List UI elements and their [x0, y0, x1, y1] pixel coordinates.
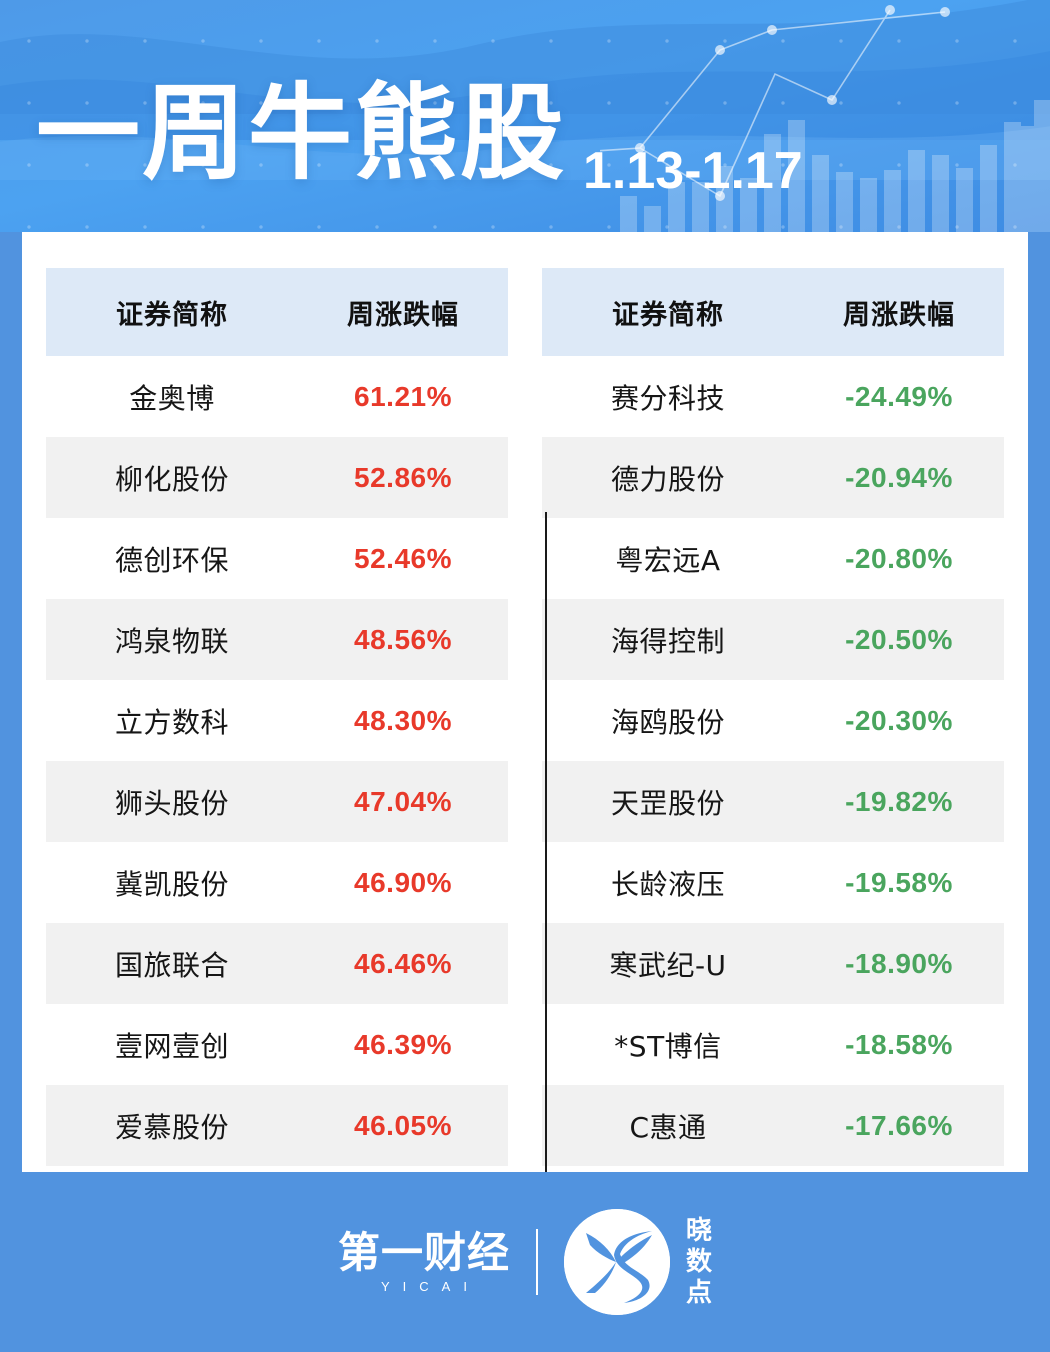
- stock-change: 46.90%: [298, 842, 508, 923]
- stock-name: 壹网壹创: [46, 1004, 298, 1085]
- stock-change: -24.49%: [794, 356, 1004, 437]
- stock-name: 赛分科技: [542, 356, 794, 437]
- gainers-table: 证券简称 周涨跌幅 金奥博 61.21% 柳化股份 52.86%: [46, 268, 508, 1166]
- content-card: 证券简称 周涨跌幅 金奥博 61.21% 柳化股份 52.86%: [22, 232, 1028, 1352]
- stock-change: 47.04%: [298, 761, 508, 842]
- table-row[interactable]: 鸿泉物联 48.56%: [46, 599, 508, 680]
- stock-change: 46.39%: [298, 1004, 508, 1085]
- stock-name: 寒武纪-U: [542, 923, 794, 1004]
- column-header-name: 证券简称: [542, 268, 794, 356]
- table-row[interactable]: 粤宏远A -20.80%: [542, 518, 1004, 599]
- table-row[interactable]: 爱慕股份 46.05%: [46, 1085, 508, 1166]
- table-header-row: 证券简称 周涨跌幅: [46, 268, 508, 356]
- page-title: 一周牛熊股: [36, 72, 567, 194]
- table-row[interactable]: 寒武纪-U -18.90%: [542, 923, 1004, 1004]
- table-row[interactable]: 海得控制 -20.50%: [542, 599, 1004, 680]
- table-header-row: 证券简称 周涨跌幅: [542, 268, 1004, 356]
- stock-change: -20.94%: [794, 437, 1004, 518]
- xiaoshudian-char-3: 点: [686, 1277, 713, 1308]
- xiaoshudian-char-2: 数: [686, 1246, 713, 1277]
- table-row[interactable]: *ST博信 -18.58%: [542, 1004, 1004, 1085]
- decorative-dot-grid: [0, 10, 1050, 232]
- footer-bar: 第一财经 YICAI 晓 数 点: [0, 1172, 1050, 1352]
- table-row[interactable]: 天罡股份 -19.82%: [542, 761, 1004, 842]
- column-header-change: 周涨跌幅: [794, 268, 1004, 356]
- gainers-table-body: 金奥博 61.21% 柳化股份 52.86% 德创环保 52.46% 鸿泉物: [46, 356, 508, 1166]
- table-row[interactable]: C惠通 -17.66%: [542, 1085, 1004, 1166]
- stock-change: 48.30%: [298, 680, 508, 761]
- stock-change: 46.46%: [298, 923, 508, 1004]
- table-row[interactable]: 金奥博 61.21%: [46, 356, 508, 437]
- table-row[interactable]: 德力股份 -20.94%: [542, 437, 1004, 518]
- decorative-wave-mid: [0, 51, 1050, 140]
- stock-change: -19.82%: [794, 761, 1004, 842]
- stock-change: -20.80%: [794, 518, 1004, 599]
- xiaoshudian-logo-icon: [564, 1209, 670, 1315]
- stock-name: 柳化股份: [46, 437, 298, 518]
- table-row[interactable]: 立方数科 48.30%: [46, 680, 508, 761]
- table-row[interactable]: 壹网壹创 46.39%: [46, 1004, 508, 1085]
- table-row[interactable]: 狮头股份 47.04%: [46, 761, 508, 842]
- losers-table-body: 赛分科技 -24.49% 德力股份 -20.94% 粤宏远A -20.80%: [542, 356, 1004, 1166]
- stock-name: 冀凯股份: [46, 842, 298, 923]
- yicai-logo-text: 第一财经: [337, 1228, 510, 1277]
- stock-change: -20.50%: [794, 599, 1004, 680]
- losers-table: 证券简称 周涨跌幅 赛分科技 -24.49% 德力股份 -20.94%: [542, 268, 1004, 1166]
- stock-change: -18.90%: [794, 923, 1004, 1004]
- footer-divider: [536, 1229, 538, 1295]
- header-banner: 一周牛熊股 1.13-1.17: [0, 0, 1050, 232]
- stock-change: 61.21%: [298, 356, 508, 437]
- table-row[interactable]: 冀凯股份 46.90%: [46, 842, 508, 923]
- stock-name: 德创环保: [46, 518, 298, 599]
- table-vertical-divider: [545, 512, 547, 1352]
- yicai-logo: 第一财经 YICAI: [337, 1228, 510, 1295]
- stock-change: -18.58%: [794, 1004, 1004, 1085]
- losers-table-wrap: 证券简称 周涨跌幅 赛分科技 -24.49% 德力股份 -20.94%: [542, 268, 1004, 1172]
- stock-name: 狮头股份: [46, 761, 298, 842]
- table-row[interactable]: 柳化股份 52.86%: [46, 437, 508, 518]
- stock-name: 粤宏远A: [542, 518, 794, 599]
- gainers-table-wrap: 证券简称 周涨跌幅 金奥博 61.21% 柳化股份 52.86%: [46, 268, 508, 1172]
- stock-change: 52.46%: [298, 518, 508, 599]
- stock-change: -17.66%: [794, 1085, 1004, 1166]
- stock-name: C惠通: [542, 1085, 794, 1166]
- date-range-label: 1.13-1.17: [583, 142, 803, 200]
- decorative-wave-front: [0, 126, 1050, 180]
- decorative-chart-graphic: [600, 5, 1050, 232]
- stock-name: 海鸥股份: [542, 680, 794, 761]
- yicai-logo-pinyin: YICAI: [381, 1279, 480, 1294]
- stock-name: 天罡股份: [542, 761, 794, 842]
- table-row[interactable]: 国旅联合 46.46%: [46, 923, 508, 1004]
- stock-change: 48.56%: [298, 599, 508, 680]
- xiaoshudian-char-1: 晓: [686, 1215, 713, 1246]
- stock-change: -20.30%: [794, 680, 1004, 761]
- tables-container: 证券简称 周涨跌幅 金奥博 61.21% 柳化股份 52.86%: [22, 232, 1028, 1172]
- stock-name: *ST博信: [542, 1004, 794, 1085]
- stock-name: 海得控制: [542, 599, 794, 680]
- stock-name: 金奥博: [46, 356, 298, 437]
- stock-change: 46.05%: [298, 1085, 508, 1166]
- table-row[interactable]: 赛分科技 -24.49%: [542, 356, 1004, 437]
- stock-name: 立方数科: [46, 680, 298, 761]
- stock-name: 爱慕股份: [46, 1085, 298, 1166]
- stock-name: 德力股份: [542, 437, 794, 518]
- stock-name: 长龄液压: [542, 842, 794, 923]
- table-row[interactable]: 长龄液压 -19.58%: [542, 842, 1004, 923]
- table-row[interactable]: 德创环保 52.46%: [46, 518, 508, 599]
- table-row[interactable]: 海鸥股份 -20.30%: [542, 680, 1004, 761]
- column-header-name: 证券简称: [46, 268, 298, 356]
- stock-change: -19.58%: [794, 842, 1004, 923]
- stock-change: 52.86%: [298, 437, 508, 518]
- xiaoshudian-label: 晓 数 点: [686, 1216, 712, 1309]
- column-header-change: 周涨跌幅: [298, 268, 508, 356]
- stock-name: 鸿泉物联: [46, 599, 298, 680]
- stock-name: 国旅联合: [46, 923, 298, 1004]
